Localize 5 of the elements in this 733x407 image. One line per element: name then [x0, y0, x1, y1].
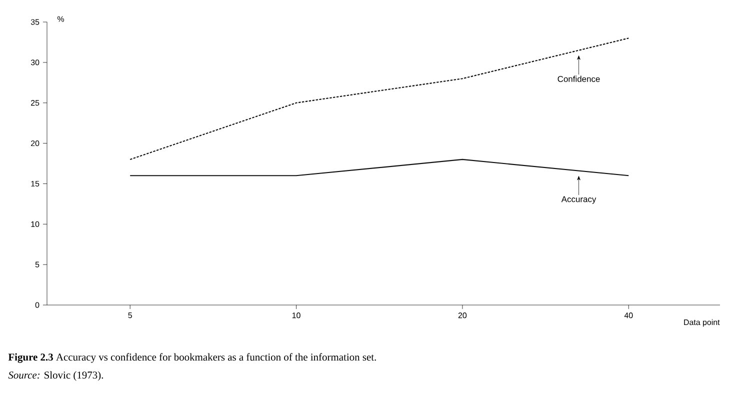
line-series	[130, 38, 630, 160]
text: Confidence	[558, 76, 600, 82]
text: Accuracy	[561, 196, 596, 204]
text: Source: Slovic (1973).	[8, 371, 103, 381]
text: Figure 2.3 Accuracy vs confidence for bookmakers as a function of the information set.	[8, 353, 376, 363]
